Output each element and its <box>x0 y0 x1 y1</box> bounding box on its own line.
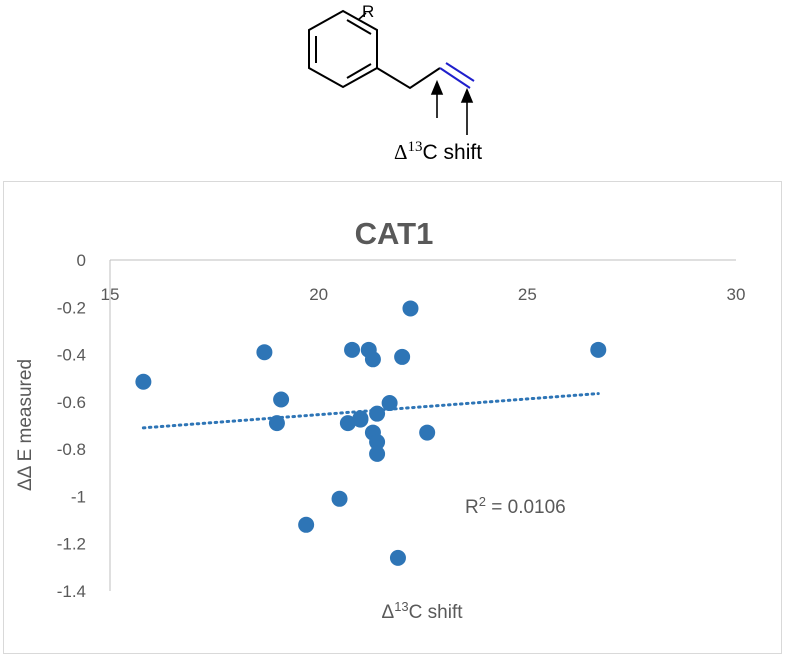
data-point <box>352 411 369 428</box>
data-point <box>381 395 398 412</box>
data-point <box>339 415 356 432</box>
data-point <box>369 434 386 451</box>
data-point <box>298 516 315 533</box>
y-tick-label: 0 <box>77 251 86 270</box>
x-axis-title: Δ13C shift <box>381 599 463 623</box>
r-squared-annotation: R2 = 0.0106 <box>465 494 566 518</box>
arrow-icon <box>460 87 474 135</box>
data-points <box>135 300 607 566</box>
y-tick-label: -1.4 <box>57 582 86 601</box>
data-point <box>590 341 607 358</box>
data-point <box>256 344 273 361</box>
benzene-ring <box>308 9 378 89</box>
alkene-double-bond <box>439 62 475 89</box>
x-tick-label: 20 <box>309 285 328 304</box>
chart-area <box>3 181 782 654</box>
data-point <box>344 341 361 358</box>
y-tick-label: -1 <box>71 487 86 506</box>
y-axis-title: ΔΔ E measured <box>15 359 36 491</box>
y-tick-label: -1.2 <box>57 535 86 554</box>
data-point <box>402 300 419 317</box>
y-tick-label: -0.4 <box>57 346 86 365</box>
data-point <box>394 348 411 365</box>
substituent-label: R <box>362 2 374 21</box>
x-tick-label: 30 <box>727 285 746 304</box>
y-tick-label: -0.6 <box>57 393 86 412</box>
data-point <box>268 415 285 432</box>
x-tick-label: 25 <box>518 285 537 304</box>
substrate-scheme: R Δ13C shift <box>308 2 482 164</box>
data-point <box>369 445 386 462</box>
x-tick-labels: 15 20 25 30 <box>101 285 746 304</box>
allyl-chain <box>376 67 441 90</box>
y-tick-label: -0.8 <box>57 440 86 459</box>
substituent-bond <box>357 12 367 21</box>
x-tick-label: 15 <box>101 285 120 304</box>
data-point <box>389 549 406 566</box>
data-point <box>135 373 152 390</box>
y-tick-label: -0.2 <box>57 298 86 317</box>
data-point <box>273 391 290 408</box>
data-point <box>369 405 386 422</box>
y-tick-labels: 0 -0.2 -0.4 -0.6 -0.8 -1 -1.2 -1.4 <box>57 251 86 601</box>
data-point <box>419 424 436 441</box>
data-point <box>331 490 348 507</box>
data-point <box>364 351 381 368</box>
chart-title: CAT1 <box>355 216 434 251</box>
shift-label: Δ13C shift <box>394 139 482 164</box>
arrow-icon <box>430 79 444 118</box>
